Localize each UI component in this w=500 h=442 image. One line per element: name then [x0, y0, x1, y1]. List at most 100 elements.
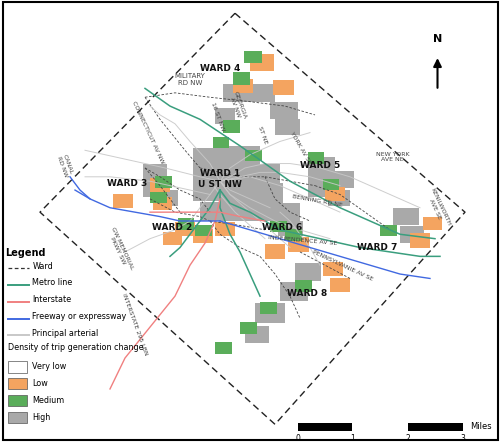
Bar	[245, 150, 262, 161]
Text: WARD 6: WARD 6	[262, 223, 302, 232]
Bar	[155, 176, 172, 188]
Bar	[220, 188, 258, 203]
Bar	[265, 244, 285, 259]
Bar	[175, 222, 195, 236]
Bar	[200, 202, 228, 221]
Bar	[112, 194, 132, 208]
Text: NEW YORK
AVE NE: NEW YORK AVE NE	[376, 152, 410, 162]
Bar	[215, 222, 235, 236]
Text: WARD 5: WARD 5	[300, 161, 340, 170]
Text: PENNSYLVANIE AV SE: PENNSYLVANIE AV SE	[312, 249, 374, 282]
Bar	[245, 84, 275, 102]
Bar	[192, 172, 235, 201]
Bar	[410, 233, 430, 248]
Bar	[250, 54, 274, 71]
Text: Interstate: Interstate	[32, 295, 72, 304]
Bar	[285, 229, 302, 241]
Bar	[298, 423, 462, 431]
Bar	[392, 208, 418, 225]
Bar	[270, 221, 286, 232]
Text: Density of trip generation change: Density of trip generation change	[8, 343, 143, 352]
Bar	[422, 217, 442, 230]
Text: WARD 4: WARD 4	[200, 64, 240, 73]
Bar	[330, 171, 354, 188]
Bar	[142, 180, 167, 197]
Text: CANAL
RD NW: CANAL RD NW	[56, 153, 74, 178]
Bar	[222, 120, 240, 133]
Bar	[8, 412, 26, 423]
Bar	[152, 197, 172, 210]
Text: ST NE: ST NE	[257, 126, 268, 144]
Bar	[192, 229, 212, 243]
Bar	[150, 192, 166, 203]
Bar	[244, 51, 262, 63]
Bar	[330, 278, 350, 292]
Bar	[222, 84, 250, 102]
Text: High: High	[32, 413, 51, 422]
Bar	[308, 157, 335, 177]
Bar	[232, 72, 250, 85]
Text: 0: 0	[295, 434, 300, 442]
Bar	[280, 282, 307, 301]
Bar	[380, 225, 396, 236]
Bar	[270, 102, 297, 119]
Text: 3: 3	[460, 434, 465, 442]
Bar	[295, 263, 321, 281]
Text: N: N	[433, 34, 442, 44]
Text: YORK AV SE: YORK AV SE	[288, 131, 312, 165]
Bar	[352, 423, 408, 431]
Text: Legend: Legend	[5, 248, 46, 258]
Text: GW MEMORIAL
PKWY SW: GW MEMORIAL PKWY SW	[106, 226, 134, 273]
Bar	[308, 152, 324, 164]
Bar	[225, 202, 252, 221]
Bar	[278, 221, 302, 236]
Text: Medium: Medium	[32, 396, 65, 405]
Bar	[260, 302, 276, 314]
Text: WARD 8: WARD 8	[288, 290, 328, 298]
Text: BENNING RD NE: BENNING RD NE	[292, 194, 343, 208]
Bar	[162, 232, 182, 245]
Text: WARD 7: WARD 7	[358, 243, 398, 252]
Text: Freeway or expressway: Freeway or expressway	[32, 312, 127, 321]
Bar	[250, 164, 280, 186]
Bar	[275, 119, 300, 135]
Bar	[220, 164, 265, 192]
Bar	[250, 202, 278, 221]
Bar	[272, 80, 293, 95]
Text: 2: 2	[405, 434, 410, 442]
Text: Metro line: Metro line	[32, 278, 73, 287]
Bar	[240, 322, 256, 334]
Bar	[255, 303, 285, 323]
Text: Miles: Miles	[470, 423, 492, 431]
Text: Ward: Ward	[32, 262, 53, 271]
Bar	[322, 179, 339, 190]
Bar	[250, 183, 282, 203]
Bar	[400, 226, 424, 243]
Bar	[150, 178, 170, 192]
Text: 1: 1	[350, 434, 355, 442]
Text: INDEPENDENCE AV SE: INDEPENDENCE AV SE	[268, 236, 337, 246]
Text: WARD 3: WARD 3	[108, 179, 148, 188]
Bar	[215, 342, 232, 354]
Bar	[192, 148, 230, 172]
Bar	[325, 187, 345, 201]
Bar	[8, 361, 26, 373]
Text: 16 ST NW: 16 ST NW	[210, 102, 225, 132]
Bar	[178, 218, 194, 230]
Bar	[212, 137, 229, 148]
Text: GEORGIA
AV NW: GEORGIA AV NW	[228, 91, 248, 122]
Text: Very low: Very low	[32, 362, 67, 371]
Text: MILITARY
RD NW: MILITARY RD NW	[174, 73, 206, 86]
Bar	[215, 108, 235, 124]
Bar	[195, 225, 212, 236]
Text: KENILWORTH
AVE SE: KENILWORTH AVE SE	[424, 187, 451, 229]
Bar	[232, 79, 252, 93]
Bar	[328, 190, 350, 206]
Text: INTERSTATE 295 LBN: INTERSTATE 295 LBN	[122, 293, 148, 357]
Bar	[142, 164, 167, 181]
Bar	[8, 378, 26, 389]
Text: WARD 1
U ST NW: WARD 1 U ST NW	[198, 169, 242, 189]
Bar	[8, 395, 26, 406]
Text: CONNECTICUT AV NW: CONNECTICUT AV NW	[130, 100, 164, 165]
Bar	[272, 203, 300, 221]
